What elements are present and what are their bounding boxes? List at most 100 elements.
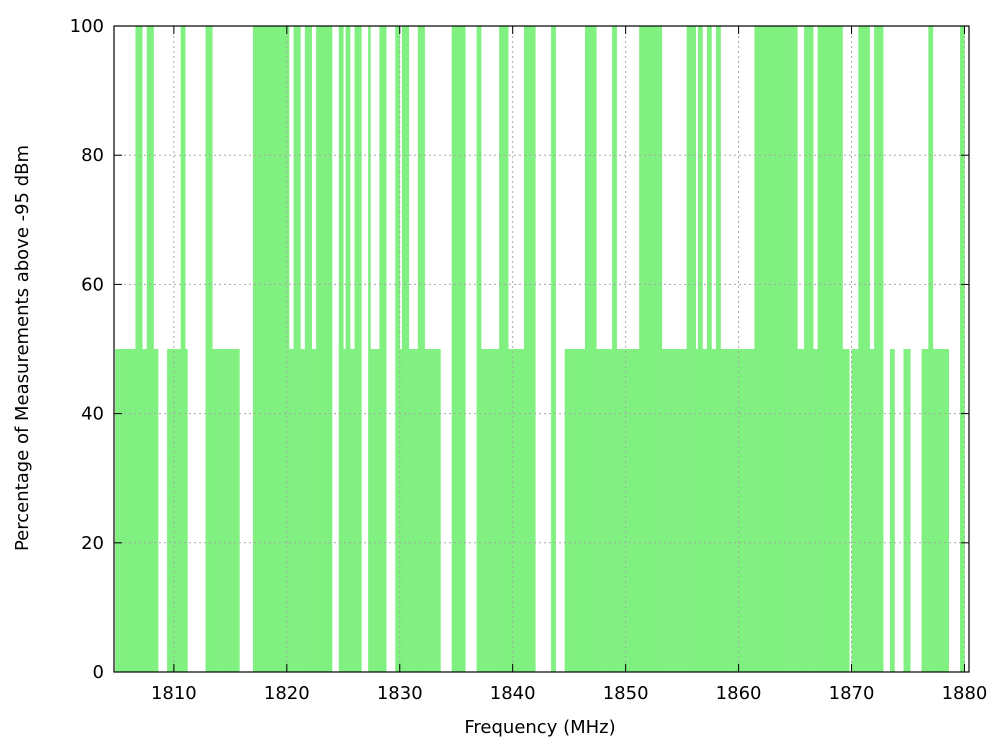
bar [939, 349, 943, 672]
bar [476, 26, 480, 672]
bar [740, 349, 744, 672]
bar [406, 26, 410, 672]
bar [630, 349, 633, 672]
bar [413, 349, 416, 672]
bar [167, 349, 170, 672]
bar [289, 349, 292, 672]
bar [252, 26, 256, 672]
x-tick-label: 1830 [377, 683, 423, 704]
bar [225, 349, 229, 672]
bar [636, 349, 640, 672]
bar [716, 26, 719, 672]
bar [709, 26, 712, 672]
bar [514, 349, 518, 672]
y-axis-ticks: 0 20 40 60 80 100 [70, 16, 969, 683]
bar [404, 26, 407, 672]
bar [935, 349, 938, 672]
bar [155, 349, 159, 672]
bar [799, 349, 803, 672]
y-axis-label: Percentage of Measurements above -95 dBm [12, 145, 33, 551]
bar [264, 26, 267, 672]
bar [792, 26, 796, 672]
bar [765, 26, 769, 672]
bar [856, 349, 859, 672]
bar [675, 349, 678, 672]
bar [603, 349, 606, 672]
bar [523, 26, 527, 672]
bar [128, 349, 132, 672]
bar [295, 26, 299, 672]
bar [512, 349, 516, 672]
bar [770, 26, 773, 672]
bar [686, 26, 690, 672]
x-tick-label: 1870 [829, 683, 875, 704]
bar [259, 26, 263, 672]
bar [616, 349, 620, 672]
bar [941, 349, 945, 672]
bar [508, 349, 511, 672]
bar [618, 349, 622, 672]
bar [673, 349, 676, 672]
bar [889, 349, 893, 672]
bar [115, 349, 118, 672]
bar [837, 26, 841, 672]
bar [564, 349, 568, 672]
bar [767, 26, 771, 672]
bar [460, 26, 464, 672]
bar [381, 26, 385, 672]
y-tick-label: 0 [93, 662, 104, 683]
bar [648, 26, 651, 672]
bar [510, 349, 513, 672]
bar [729, 349, 733, 672]
bar [959, 26, 963, 672]
bar [137, 26, 141, 672]
bar [521, 349, 525, 672]
bar [485, 349, 489, 672]
bar [727, 349, 730, 672]
bar [847, 349, 850, 672]
bar [257, 26, 260, 672]
bar [329, 26, 333, 672]
bar [210, 26, 213, 672]
bar [566, 349, 570, 672]
bar [697, 26, 701, 672]
bar [325, 26, 328, 672]
bar [627, 349, 631, 672]
bar [657, 26, 660, 672]
bar [286, 26, 290, 672]
bar [178, 349, 181, 672]
bar [713, 349, 717, 672]
bar [632, 349, 635, 672]
bar [734, 349, 737, 672]
bar [490, 349, 493, 672]
bar [655, 26, 658, 672]
bar [578, 349, 581, 672]
bar [463, 26, 466, 672]
bar [582, 349, 586, 672]
bar [596, 349, 599, 672]
bar [711, 349, 715, 672]
bar [634, 349, 638, 672]
bar [551, 26, 554, 672]
bar [517, 349, 520, 672]
bar [761, 26, 764, 672]
bar [142, 349, 145, 672]
bar [205, 26, 209, 672]
bar [453, 26, 457, 672]
bar [261, 26, 265, 672]
bar [533, 26, 536, 672]
bar [722, 349, 726, 672]
bar [828, 26, 832, 672]
bar [270, 26, 274, 672]
x-axis-ticks: 1810 1820 1830 1840 1850 1860 1870 1880 [151, 26, 987, 704]
bar [835, 26, 839, 672]
bar [853, 349, 857, 672]
bar [133, 349, 136, 672]
bar [519, 349, 523, 672]
bar [121, 349, 125, 672]
bar [871, 349, 875, 672]
bar [923, 349, 927, 672]
bar [758, 26, 762, 672]
x-axis-label: Frequency (MHz) [464, 717, 615, 738]
